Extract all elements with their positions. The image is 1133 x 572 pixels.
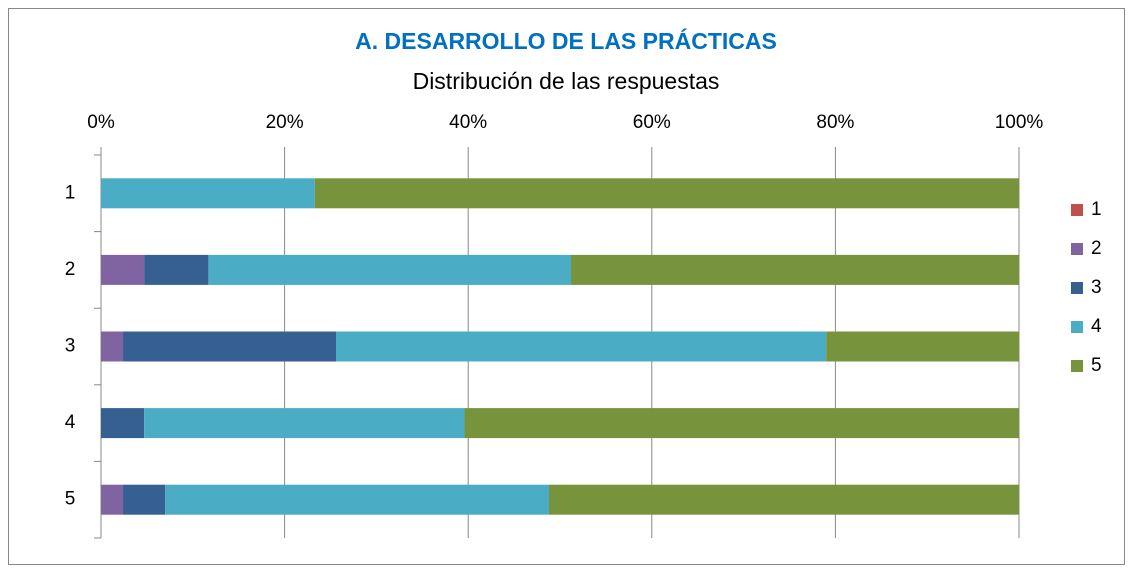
- bar-segment: [571, 254, 1019, 285]
- legend-label: 1: [1091, 199, 1102, 220]
- legend-label: 2: [1091, 238, 1102, 259]
- x-tick-label: 60%: [633, 112, 671, 133]
- y-tick-label: 2: [65, 259, 76, 280]
- bar-segment: [101, 331, 124, 362]
- x-tick-label: 40%: [449, 112, 487, 133]
- legend-swatch: [1071, 282, 1083, 294]
- y-tick-label: 4: [65, 412, 76, 433]
- bar-segment: [165, 484, 549, 515]
- bar-segment: [314, 178, 1019, 209]
- x-tick-label: 20%: [266, 112, 304, 133]
- legend-swatch: [1071, 321, 1083, 333]
- bar-segment: [548, 484, 1019, 515]
- chart-title: A. DESARROLLO DE LAS PRÁCTICAS: [355, 27, 777, 54]
- y-tick-label: 1: [65, 182, 76, 203]
- bar-segment: [464, 408, 1019, 439]
- bar-segment: [101, 408, 145, 439]
- legend-label: 3: [1091, 277, 1102, 298]
- bar-segment: [123, 331, 337, 362]
- bar-segment: [336, 331, 827, 362]
- bar-segment: [101, 178, 315, 209]
- legend-label: 4: [1091, 316, 1102, 337]
- bar-segment: [208, 254, 572, 285]
- bar-segment: [144, 408, 465, 439]
- legend-swatch: [1071, 204, 1083, 216]
- bar-segment: [826, 331, 1019, 362]
- bar-segment: [123, 484, 166, 515]
- y-tick-label: 5: [65, 489, 76, 510]
- legend-swatch: [1071, 360, 1083, 372]
- x-tick-label: 0%: [87, 112, 115, 133]
- bar-segment: [101, 254, 145, 285]
- chart-subtitle: Distribución de las respuestas: [413, 68, 720, 94]
- y-tick-label: 3: [65, 336, 76, 357]
- bar-segment: [144, 254, 209, 285]
- legend-label: 5: [1091, 355, 1102, 376]
- bar-segment: [101, 484, 124, 515]
- x-tick-label: 80%: [816, 112, 854, 133]
- chart-border: [8, 8, 1125, 565]
- legend-swatch: [1071, 243, 1083, 255]
- x-tick-label: 100%: [995, 112, 1044, 133]
